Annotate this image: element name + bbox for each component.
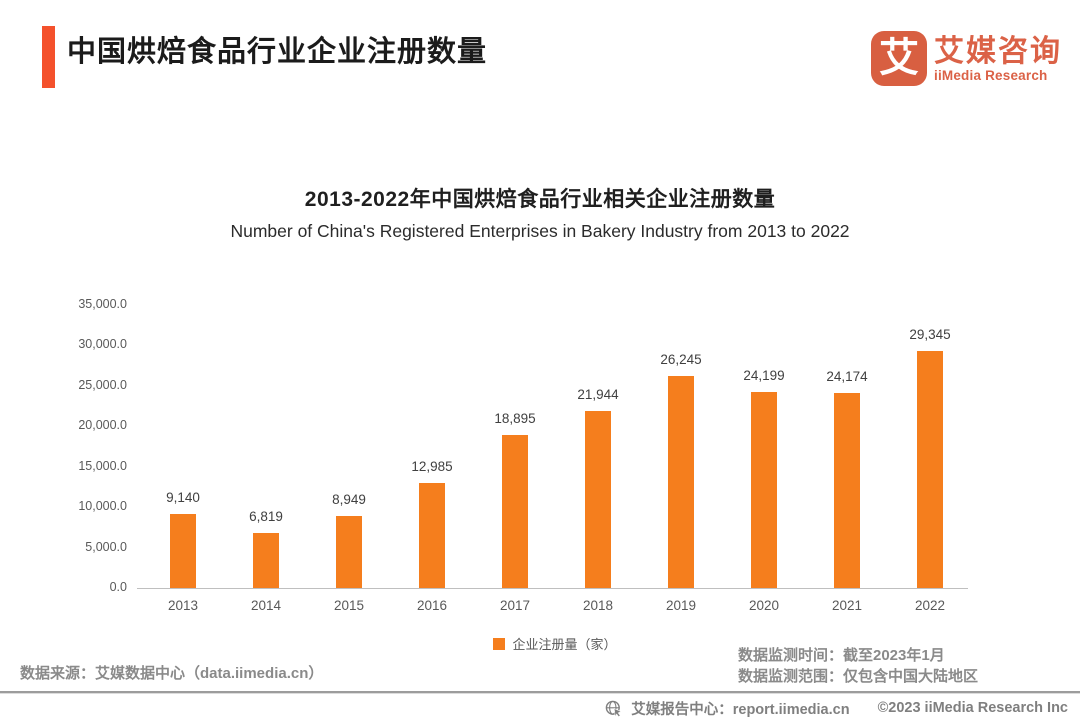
bar-2021 — [834, 393, 860, 588]
y-axis-tick-label: 0.0 — [109, 580, 127, 594]
x-axis-tick-label: 2017 — [499, 598, 531, 613]
logo-name-cn: 艾媒咨询 — [934, 34, 1062, 68]
bar-value-label: 9,140 — [166, 490, 200, 505]
bar-2013 — [170, 514, 196, 588]
logo-text: 艾媒咨询 iiMedia Research — [934, 35, 1062, 83]
x-axis-tick-label: 2019 — [665, 598, 697, 613]
x-axis-tick-label: 2018 — [582, 598, 614, 613]
y-axis-tick-label: 30,000.0 — [78, 337, 127, 352]
legend-label: 企业注册量（家） — [512, 637, 617, 652]
footer-copyright: ©2023 iiMedia Research Inc — [877, 700, 1068, 716]
footer: 艾媒报告中心：report.iimedia.cn ©2023 iiMedia R… — [605, 697, 1068, 719]
bar-value-label: 24,174 — [826, 369, 868, 384]
bar-value-label: 12,985 — [411, 459, 453, 474]
monitor-note: 数据监测时间：截至2023年1月 数据监测范围：仅包含中国大陆地区 — [738, 645, 978, 687]
legend-swatch — [493, 637, 506, 650]
bar-value-label: 8,949 — [332, 492, 366, 507]
globe-cursor-icon — [605, 700, 623, 717]
bar-2016 — [419, 483, 445, 588]
x-axis-line — [137, 588, 968, 589]
bar-2018 — [585, 411, 611, 588]
bar-value-label: 6,819 — [249, 509, 283, 524]
y-axis-tick-label: 10,000.0 — [78, 499, 127, 514]
page-title: 中国烘焙食品行业企业注册数量 — [67, 36, 488, 68]
chart-title: 2013-2022年中国烘焙食品行业相关企业注册数量 — [304, 188, 776, 211]
x-axis-tick-label: 2015 — [333, 598, 365, 613]
bar-2015 — [336, 516, 362, 588]
footer-divider — [0, 691, 1080, 694]
bar-2019 — [668, 376, 694, 588]
y-axis-tick-label: 35,000.0 — [78, 297, 127, 311]
data-source-note: 数据来源：艾媒数据中心（data.iimedia.cn） — [20, 665, 324, 682]
y-axis-tick-label: 25,000.0 — [78, 377, 127, 392]
bar-value-label: 29,345 — [909, 327, 951, 342]
x-axis-tick-label: 2013 — [167, 598, 199, 613]
chart-legend: 企业注册量（家） — [0, 634, 1080, 653]
y-axis-tick-label: 15,000.0 — [78, 458, 127, 473]
x-axis-tick-label: 2021 — [831, 598, 863, 613]
logo-name-en: iiMedia Research — [934, 67, 1048, 83]
x-axis-tick-label: 2020 — [748, 598, 780, 613]
bar-2014 — [253, 533, 279, 588]
y-axis-tick-label: 5,000.0 — [85, 539, 127, 554]
bar-value-label: 18,895 — [494, 411, 536, 426]
brand-logo: 艾 艾媒咨询 iiMedia Research — [871, 31, 1062, 86]
monitor-time: 数据监测时间：截至2023年1月 — [738, 647, 945, 664]
y-axis-tick-label: 20,000.0 — [78, 418, 127, 433]
monitor-scope: 数据监测范围：仅包含中国大陆地区 — [738, 668, 979, 685]
logo-glyph: 艾 — [879, 35, 919, 80]
x-axis-tick-label: 2016 — [416, 598, 448, 613]
bar-2017 — [502, 435, 528, 588]
bar-value-label: 26,245 — [660, 352, 702, 367]
footer-report-center: 艾媒报告中心：report.iimedia.cn — [631, 701, 850, 718]
title-accent-bar — [42, 26, 55, 88]
bar-2020 — [751, 392, 777, 588]
bar-value-label: 24,199 — [743, 368, 785, 383]
x-axis-tick-label: 2014 — [250, 598, 282, 613]
x-axis-tick-label: 2022 — [914, 598, 946, 613]
chart-subtitle: Number of China's Registered Enterprises… — [230, 221, 850, 241]
iimedia-logo-icon: 艾 — [871, 31, 927, 86]
bar-value-label: 21,944 — [577, 387, 619, 402]
bar-2022 — [917, 351, 943, 588]
